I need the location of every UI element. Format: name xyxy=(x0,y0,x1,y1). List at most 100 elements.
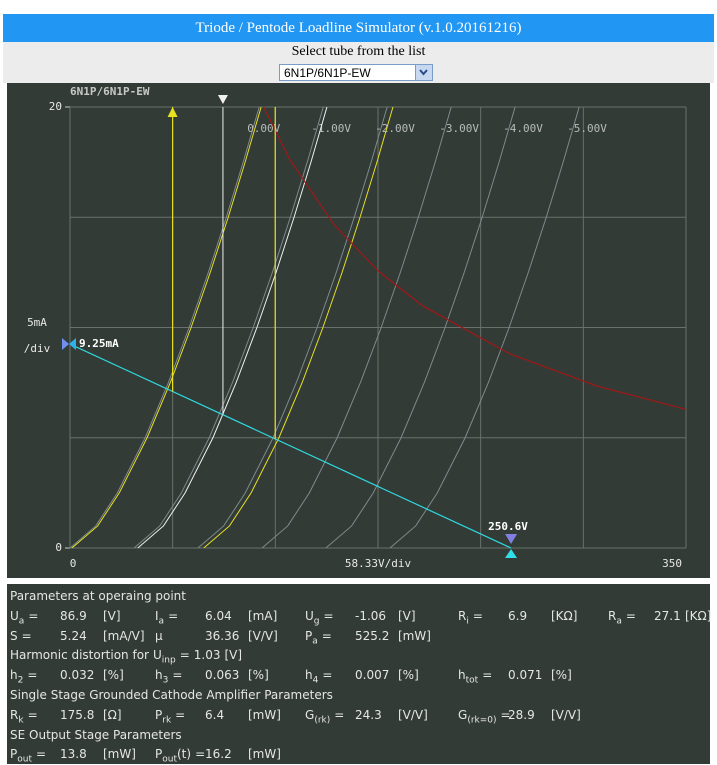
param-label: Prk = xyxy=(155,708,185,725)
section-heading: Single Stage Grounded Cathode Amplifier … xyxy=(10,688,333,702)
equals: = xyxy=(323,608,334,623)
subscript: out xyxy=(17,754,32,765)
selector-label: Select tube from the list xyxy=(291,44,426,59)
header: Triode / Pentode Loadline Simulator (v.1… xyxy=(3,14,714,42)
symbol: h xyxy=(458,668,466,683)
param-unit: [mA] xyxy=(248,608,278,623)
param-unit: [V] xyxy=(103,608,121,623)
section-heading: Harmonic distortion for Uinp = 1.03 [V] xyxy=(10,648,242,665)
symbol: U xyxy=(152,648,162,663)
y-tick-label: 0 xyxy=(55,541,62,554)
param-unit: [%] xyxy=(398,668,419,683)
param-value: 175.8 xyxy=(60,707,95,722)
param-value: 0.063 xyxy=(205,668,240,683)
equals: = xyxy=(179,648,190,663)
symbol: h xyxy=(305,668,313,683)
symbol: P xyxy=(155,707,163,722)
param-label: Ua = xyxy=(10,609,38,626)
symbol: U xyxy=(305,608,314,623)
param-unit: [mW] xyxy=(398,628,431,643)
dropdown-arrow xyxy=(419,69,428,76)
heading-text: Harmonic distortion for xyxy=(10,648,149,663)
param-unit: [mW] xyxy=(248,707,281,722)
param-unit: [KΩ] xyxy=(551,608,578,623)
subscript: rk xyxy=(162,715,172,726)
dropdown-button[interactable] xyxy=(415,65,432,80)
y-tick-label: 20 xyxy=(49,100,62,113)
param-unit: [V/V] xyxy=(398,707,428,722)
select-value: 6N1P/6N1P-EW xyxy=(284,66,371,80)
param-value: 0.007 xyxy=(355,668,390,683)
curve xyxy=(71,107,262,548)
swing-marker xyxy=(167,107,178,117)
param-label: Ri = xyxy=(458,609,483,626)
curve xyxy=(133,107,324,548)
equals: = xyxy=(334,707,345,722)
param-label: Ra = xyxy=(608,609,636,626)
param-unit: [KΩ] xyxy=(685,608,712,623)
equals: = xyxy=(21,628,32,643)
param-unit: [%] xyxy=(248,668,269,683)
load-voltage-label: 250.6V xyxy=(488,520,528,533)
subscript: 3 xyxy=(162,675,169,686)
x-tick-label: 0 xyxy=(70,557,77,570)
param-unit: [Ω] xyxy=(103,707,122,722)
subscript: out xyxy=(162,754,177,765)
subscript: a xyxy=(616,616,622,627)
param-value: 36.36 xyxy=(205,628,240,643)
param-value: 525.2 xyxy=(355,628,390,643)
subscript: g xyxy=(313,616,320,627)
symbol: G xyxy=(305,707,315,722)
symbol: h xyxy=(10,668,18,683)
section-heading: Parameters at operaing point xyxy=(10,589,186,603)
param-unit: [V/V] xyxy=(551,707,581,722)
param-unit: [mW] xyxy=(103,747,136,762)
suffix: (t) xyxy=(177,747,192,762)
symbol: S xyxy=(10,628,18,643)
param-label: G(rk) = xyxy=(305,708,344,725)
x-axis-label: 58.33V/div xyxy=(345,557,412,570)
subscript: a xyxy=(18,616,25,627)
symbol: μ xyxy=(155,628,163,643)
symbol: U xyxy=(10,608,19,623)
curve-label: -3.00V xyxy=(439,122,479,135)
equals: = xyxy=(27,707,38,722)
voltage-handle xyxy=(505,534,518,544)
equals: = xyxy=(482,668,493,683)
param-value: 24.3 xyxy=(355,707,382,722)
operating-marker xyxy=(217,95,228,104)
curve xyxy=(137,107,328,548)
symbol: I xyxy=(155,608,159,623)
current-handle xyxy=(69,338,76,351)
param-value: 6.4 xyxy=(205,707,225,722)
curve-label: -1.00V xyxy=(311,122,351,135)
curve xyxy=(70,107,260,548)
subscript: 4 xyxy=(312,675,319,686)
curve-label: -5.00V xyxy=(567,122,607,135)
subscript: tot xyxy=(465,675,479,686)
param-label: htot = xyxy=(458,668,492,685)
parameters-panel: Parameters at operaing point Ua = 86.9 [V] Ia… xyxy=(7,584,712,765)
current-handle xyxy=(62,338,69,351)
subscript: (rk=0) xyxy=(467,715,497,726)
subscript: k xyxy=(18,715,24,726)
param-label: Pout = xyxy=(10,747,46,764)
chart-title: 6N1P/6N1P-EW xyxy=(70,85,150,98)
symbol: G xyxy=(458,707,468,722)
param-unit: [%] xyxy=(551,668,572,683)
chart: 6N1P/6N1P-EW 5mA /div 58.33V/div 0 20 0 350… xyxy=(7,83,710,578)
subscript: i xyxy=(466,616,469,627)
param-value: 0.032 xyxy=(60,668,95,683)
equals: = xyxy=(322,668,333,683)
equals: = xyxy=(175,707,186,722)
curve-label: -2.00V xyxy=(375,122,415,135)
symbol: R xyxy=(608,608,617,623)
param-value: 16.2 xyxy=(205,747,232,762)
equals: = xyxy=(27,668,38,683)
curve xyxy=(261,107,452,548)
param-value: 5.24 xyxy=(60,628,87,643)
equals: = xyxy=(472,608,483,623)
symbol: P xyxy=(305,628,313,643)
tube-select[interactable]: 6N1P/6N1P-EW xyxy=(279,64,433,81)
